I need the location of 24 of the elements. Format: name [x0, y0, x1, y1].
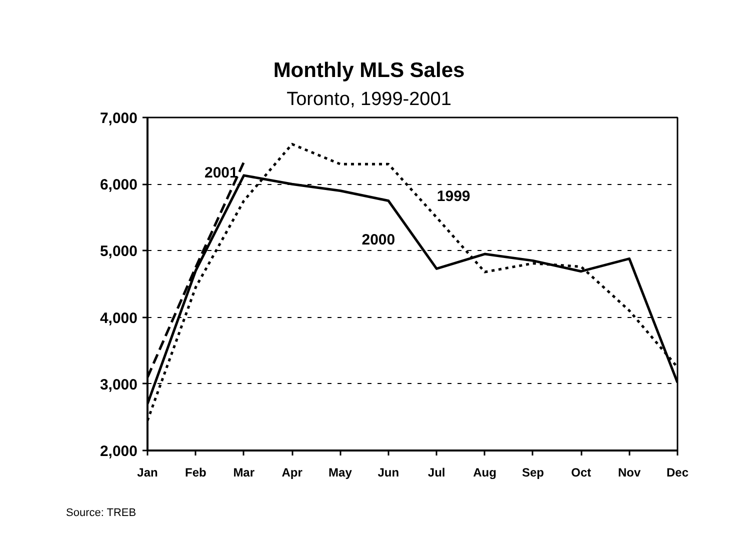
series-label: 2001: [204, 164, 238, 182]
x-tick-label: Sep: [522, 466, 544, 480]
x-tick-label: Dec: [666, 466, 689, 480]
source-note: Source: TREB: [66, 507, 136, 520]
y-tick-label: 4,000: [100, 310, 138, 327]
x-tick-label: Nov: [618, 466, 641, 480]
x-tick-label: Feb: [185, 466, 206, 480]
x-tick-label: Jan: [137, 466, 158, 480]
series-label: 1999: [436, 188, 470, 205]
x-tick-label: May: [328, 466, 352, 480]
y-tick-label: 2,000: [100, 443, 138, 460]
x-tick-label: Mar: [233, 466, 255, 480]
y-tick-label: 5,000: [100, 243, 138, 260]
chart-title: Monthly MLS Sales: [272, 59, 466, 83]
x-tick-label: Jul: [428, 466, 446, 480]
x-tick-label: Aug: [473, 466, 496, 480]
x-tick-label: Oct: [571, 466, 592, 480]
series-label: 2000: [362, 231, 396, 248]
y-tick-label: 3,000: [100, 376, 138, 394]
y-tick-label: 7,000: [100, 110, 138, 127]
y-tick-label: 6,000: [100, 176, 138, 194]
chart-subtitle: Toronto, 1999-2001: [286, 89, 452, 110]
x-tick-label: Apr: [282, 466, 303, 480]
x-tick-label: Jun: [378, 466, 400, 480]
